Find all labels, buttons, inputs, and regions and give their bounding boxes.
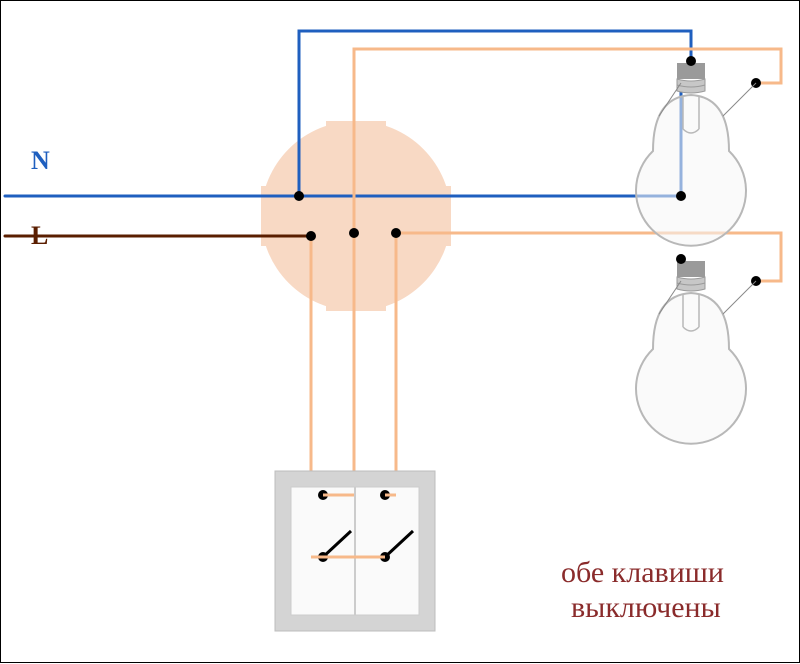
double-switch[interactable] <box>275 471 435 631</box>
wiring-diagram: N L обе клавиши выключены <box>0 0 800 663</box>
junction-box <box>261 121 451 311</box>
diagram-svg <box>1 1 800 664</box>
wire-lamp1 <box>396 233 781 281</box>
bulb-2 <box>636 254 761 444</box>
bulb-1 <box>636 56 761 246</box>
